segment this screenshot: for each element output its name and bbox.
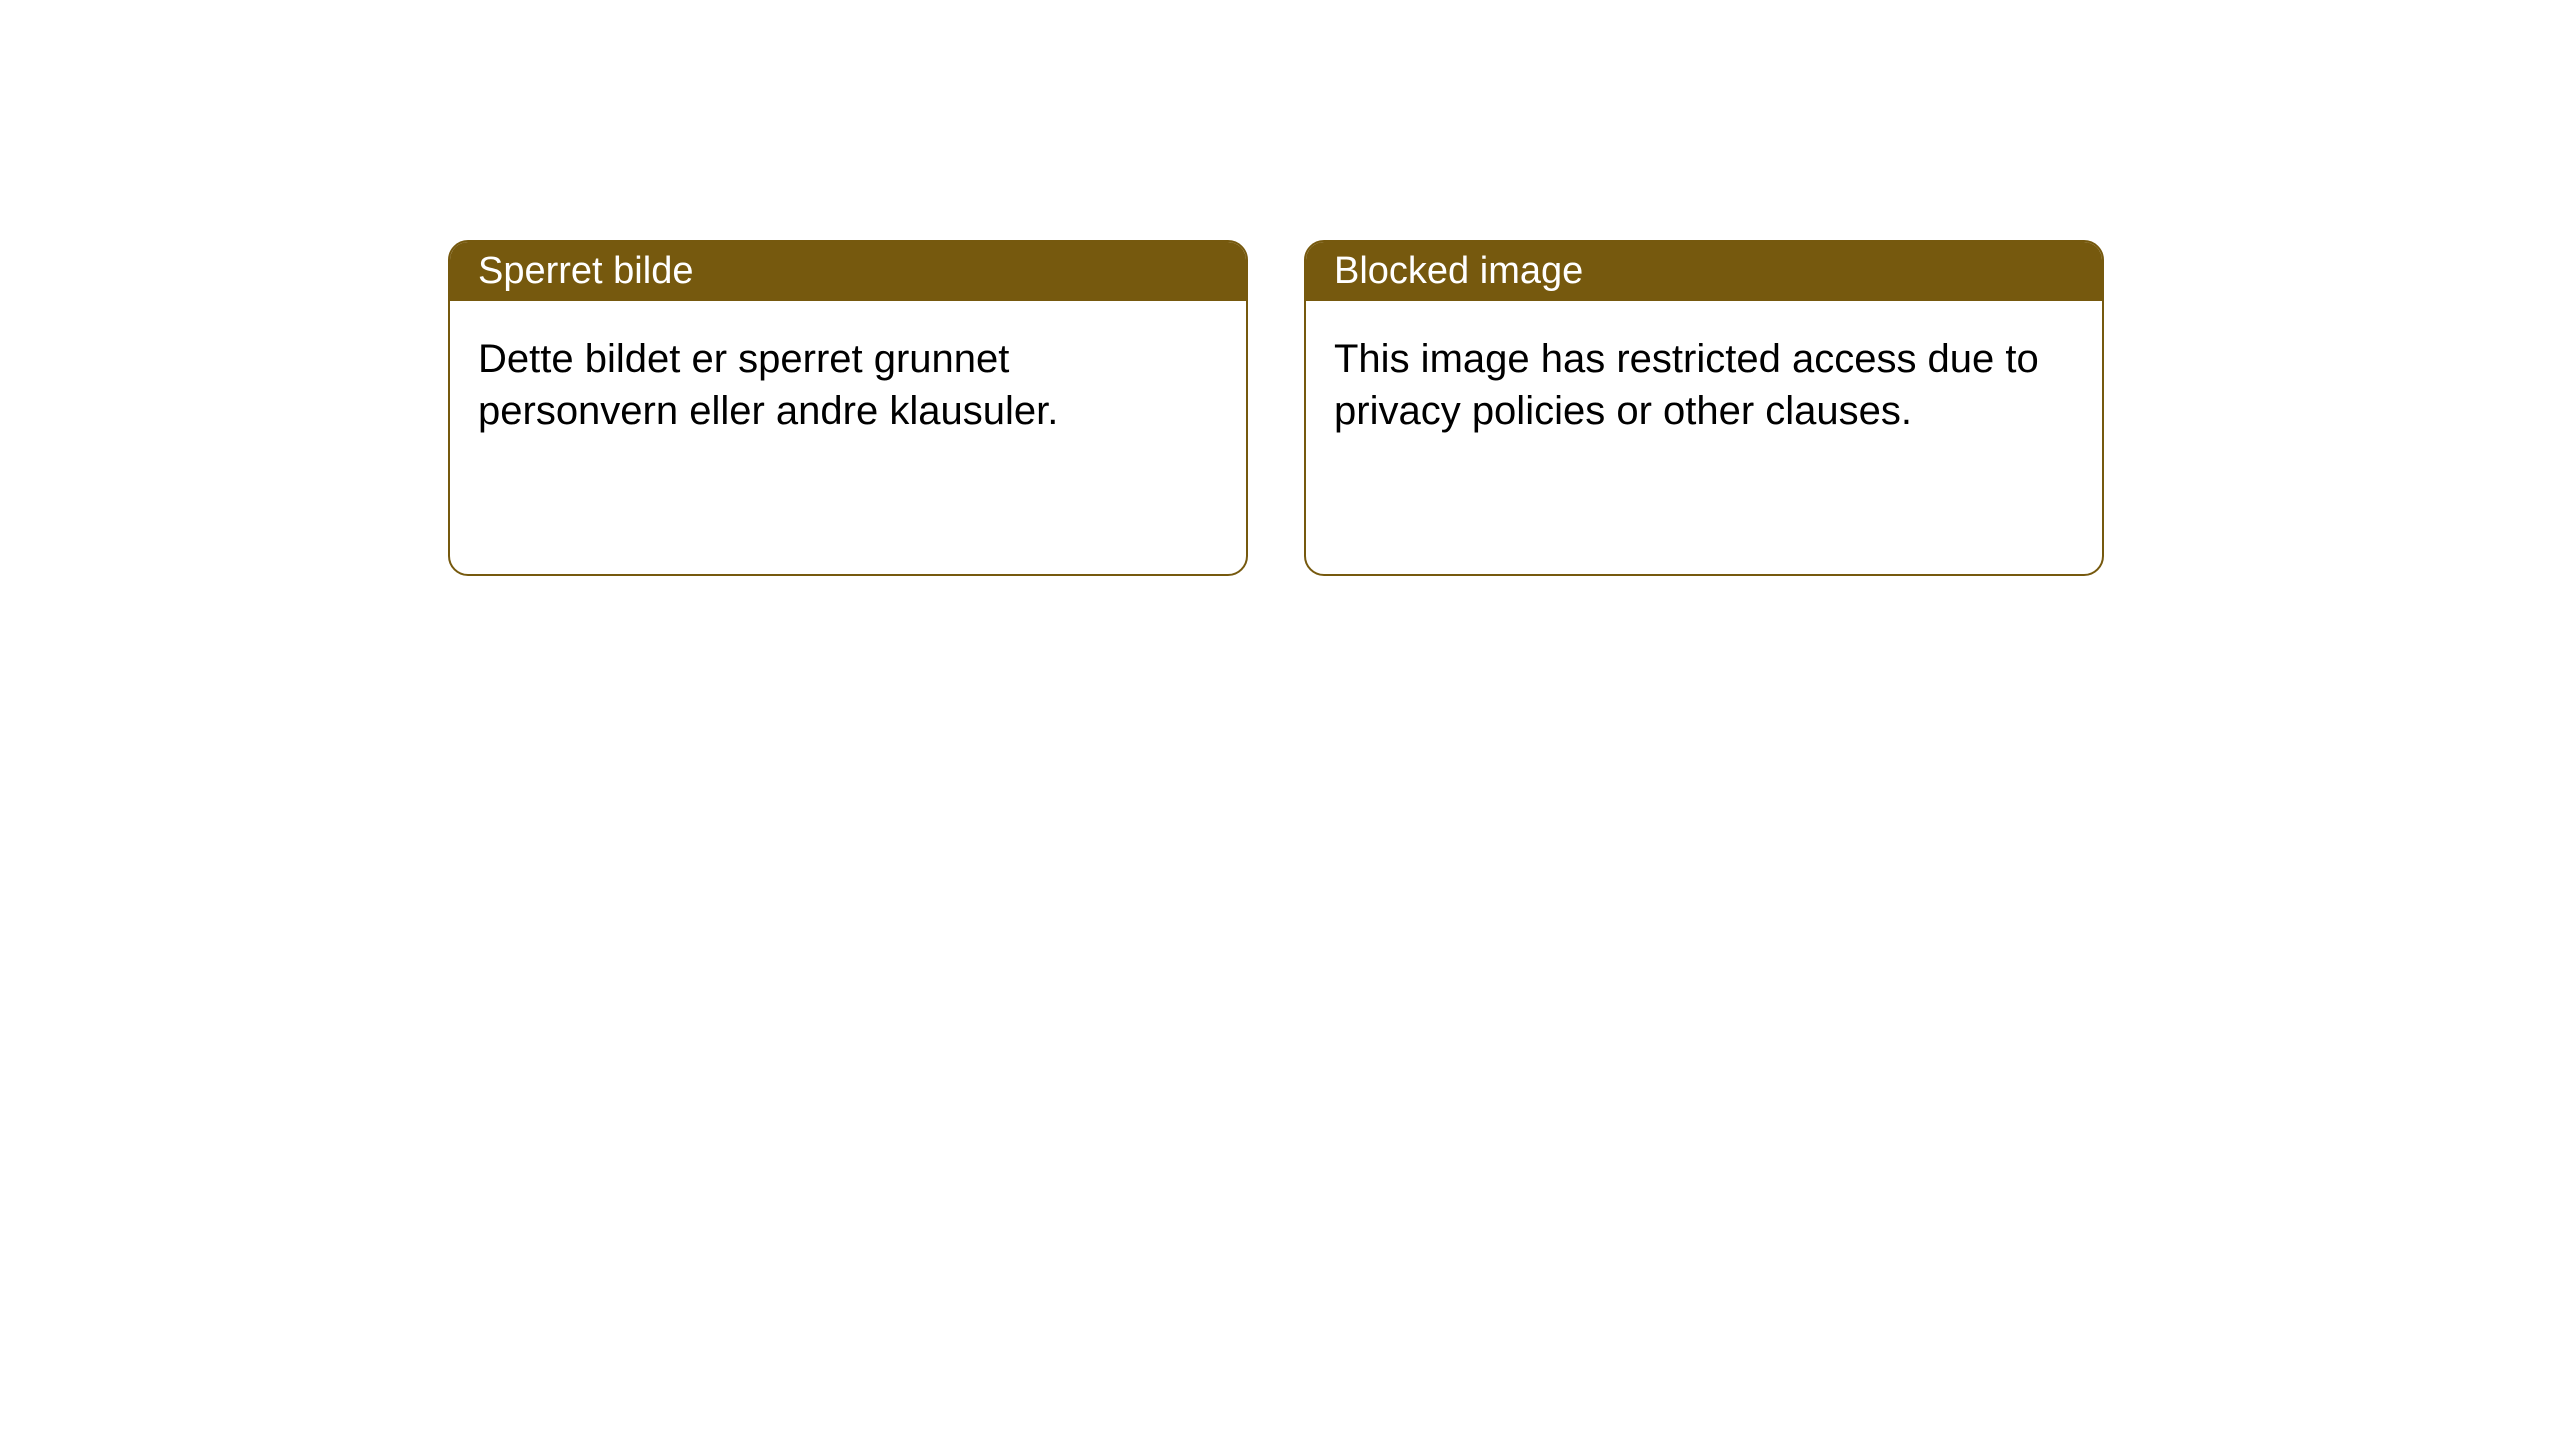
notice-container: Sperret bilde Dette bildet er sperret gr… [0,0,2560,576]
notice-card-norwegian: Sperret bilde Dette bildet er sperret gr… [448,240,1248,576]
notice-card-english: Blocked image This image has restricted … [1304,240,2104,576]
notice-title: Blocked image [1306,242,2102,301]
notice-body: This image has restricted access due to … [1306,301,2102,469]
notice-title: Sperret bilde [450,242,1246,301]
notice-body: Dette bildet er sperret grunnet personve… [450,301,1246,469]
